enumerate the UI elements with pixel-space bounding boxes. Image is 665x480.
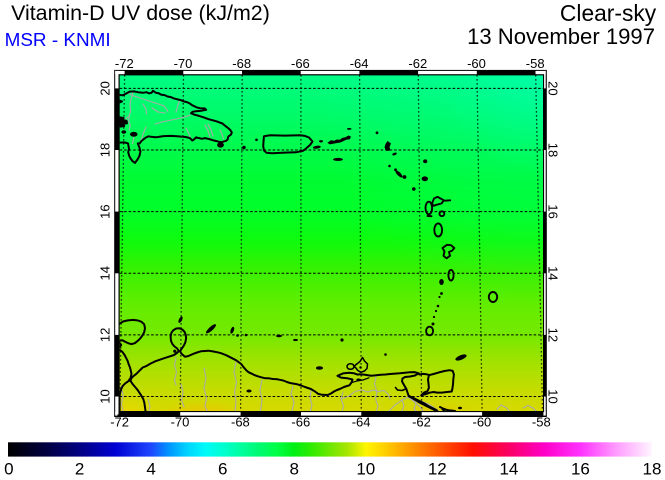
svg-text:-60: -60	[473, 415, 492, 430]
svg-text:-68: -68	[232, 56, 251, 71]
svg-text:-72: -72	[115, 56, 134, 71]
svg-text:2: 2	[75, 460, 84, 479]
svg-text:-66: -66	[291, 56, 310, 71]
svg-text:16: 16	[545, 204, 560, 218]
svg-text:16: 16	[98, 204, 113, 218]
svg-text:-66: -66	[291, 415, 310, 430]
svg-text:-64: -64	[350, 56, 369, 71]
svg-text:-68: -68	[231, 415, 250, 430]
svg-text:14: 14	[499, 460, 518, 479]
svg-text:MSR - KNMI: MSR - KNMI	[5, 30, 111, 51]
svg-text:10: 10	[545, 389, 560, 403]
svg-text:8: 8	[289, 460, 298, 479]
svg-text:18: 18	[98, 143, 113, 157]
svg-text:-58: -58	[532, 415, 551, 430]
svg-text:-62: -62	[408, 56, 427, 71]
svg-text:12: 12	[428, 460, 447, 479]
svg-text:10: 10	[98, 389, 113, 403]
svg-text:12: 12	[98, 328, 113, 342]
svg-text:14: 14	[98, 266, 113, 280]
svg-text:-70: -70	[174, 56, 193, 71]
svg-text:20: 20	[98, 81, 113, 95]
svg-text:Clear-sky: Clear-sky	[560, 0, 657, 26]
svg-text:14: 14	[545, 266, 560, 280]
svg-text:-62: -62	[412, 415, 431, 430]
svg-text:-70: -70	[171, 415, 190, 430]
svg-text:12: 12	[545, 328, 560, 342]
svg-text:-60: -60	[467, 56, 486, 71]
svg-text:-58: -58	[526, 56, 545, 71]
svg-text:0: 0	[4, 460, 13, 479]
svg-text:18: 18	[643, 460, 662, 479]
svg-text:Vitamin-D UV dose (kJ/m2): Vitamin-D UV dose (kJ/m2)	[11, 1, 270, 25]
svg-text:4: 4	[146, 460, 155, 479]
svg-text:10: 10	[356, 460, 375, 479]
svg-text:-64: -64	[352, 415, 371, 430]
svg-text:-72: -72	[110, 415, 129, 430]
svg-text:18: 18	[545, 143, 560, 157]
svg-text:20: 20	[545, 81, 560, 95]
svg-text:13 November 1997: 13 November 1997	[467, 24, 655, 49]
svg-text:6: 6	[218, 460, 227, 479]
svg-text:16: 16	[571, 460, 590, 479]
